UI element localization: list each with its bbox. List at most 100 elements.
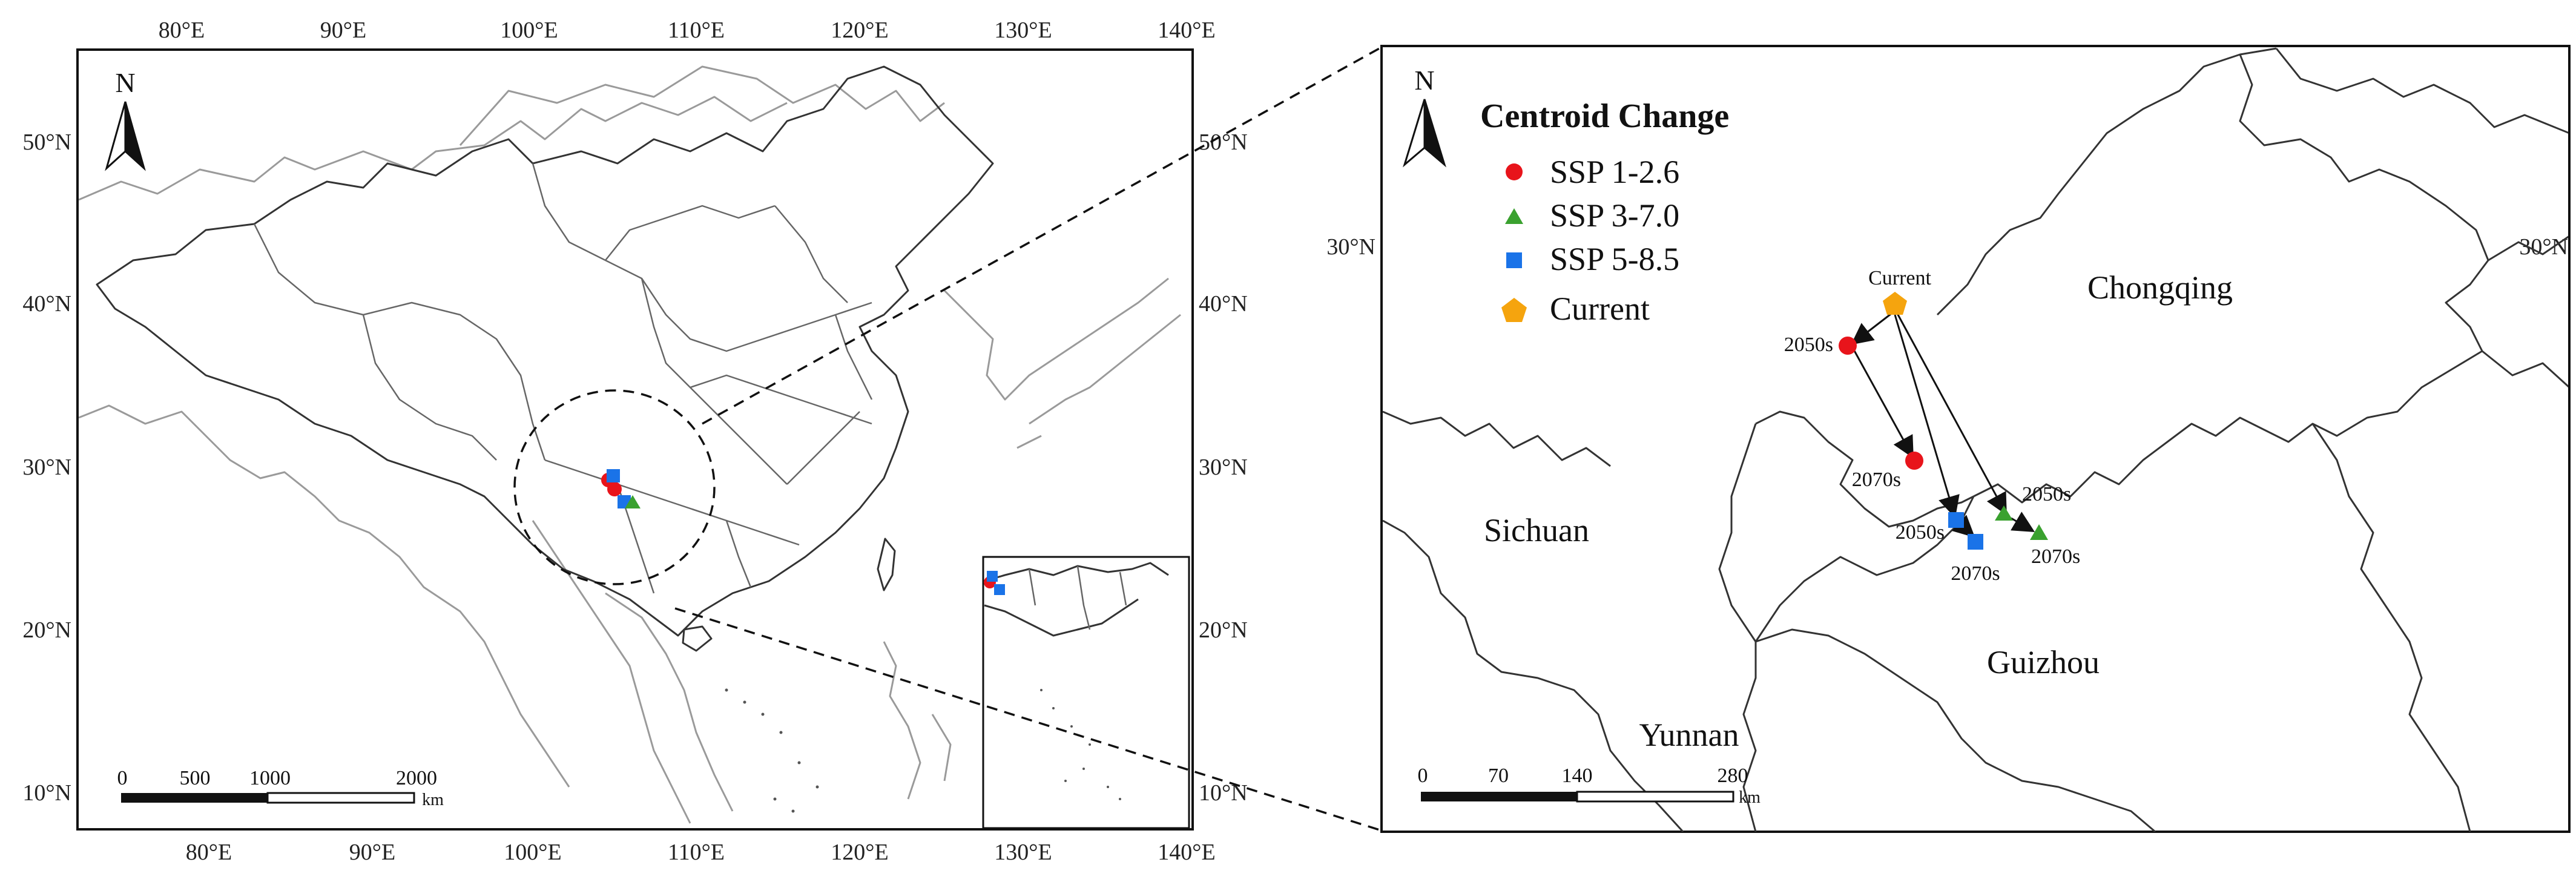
- guizhou-boundary: [1742, 496, 2156, 832]
- lat-tick-left-10: 10°N: [22, 780, 71, 806]
- guizhou-east-boundary: [2311, 423, 2471, 832]
- region-label-guizhou: Guizhou: [1987, 644, 2100, 680]
- detail-scale-280: 280: [1718, 765, 1748, 787]
- detail-region-labels: Chongqing Sichuan Guizhou Yunnan: [1484, 269, 2233, 753]
- overview-map-frame: [76, 48, 1194, 831]
- overview-scale-0: 0: [117, 767, 128, 789]
- province-lines-3: [641, 278, 872, 485]
- inset-province-lines: [1028, 565, 1127, 630]
- marker-ssp585-2070: [1968, 534, 1983, 550]
- right-edge-boundary: [2482, 235, 2568, 388]
- taiwan-outline: [877, 538, 896, 591]
- arrow-current-to-ssp126-2050: [1851, 309, 1897, 345]
- marker-ssp370-2070: [2030, 524, 2048, 540]
- legend-label-current: Current: [1550, 291, 1650, 327]
- label-ssp370-2050: 2050s: [2022, 483, 2071, 505]
- sichuan-boundary: [1383, 423, 1757, 832]
- overview-north-label: N: [115, 67, 135, 98]
- detail-scale-70: 70: [1488, 765, 1509, 787]
- lon-tick-bottom-120: 120°E: [831, 840, 888, 865]
- detail-map-frame: [1380, 45, 2571, 833]
- neighbour-boundary-northwest: [79, 96, 788, 201]
- legend-label-ssp585: SSP 5-8.5: [1550, 241, 1679, 277]
- korea-japan-outline: [943, 277, 1169, 401]
- overview-geography: [79, 65, 1181, 824]
- centroid-arrows: [1851, 309, 2035, 538]
- overview-centroid-markers: [601, 469, 641, 508]
- marker-current: [1883, 292, 1907, 315]
- lon-tick-bottom-100: 100°E: [504, 840, 561, 865]
- lon-tick-bottom-140: 140°E: [1158, 840, 1215, 865]
- study-area-circle: [513, 389, 716, 585]
- overview-left-lat-ticks: 50°N 40°N 30°N 20°N 10°N: [22, 130, 71, 806]
- detail-centroid-markers: [1839, 292, 2048, 550]
- neighbour-boundary-indochina: [605, 592, 734, 812]
- detail-scale-bar: 0 70 140 280 km: [1418, 765, 1761, 807]
- lon-tick-top-120: 120°E: [831, 18, 888, 43]
- label-current-point: Current: [1868, 267, 1931, 289]
- detail-north-arrow: N: [1403, 65, 1446, 168]
- detail-map: 30°N 30°N: [1326, 45, 2571, 833]
- overview-north-arrow: N: [105, 67, 146, 171]
- lon-tick-top-140: 140°E: [1158, 18, 1215, 43]
- lon-tick-top-100: 100°E: [500, 18, 558, 43]
- south-china-sea-islands: [725, 688, 819, 813]
- overview-scale-unit: km: [422, 791, 444, 809]
- legend-circle-icon: [1506, 163, 1523, 180]
- overview-top-lon-ticks: 80°E 90°E 100°E 110°E 120°E 130°E 140°E: [159, 18, 1216, 43]
- overview-scale-500: 500: [180, 767, 211, 789]
- province-lines-2: [532, 163, 872, 352]
- legend-title: Centroid Change: [1480, 97, 1729, 135]
- lon-tick-bottom-130: 130°E: [994, 840, 1052, 865]
- connector-bottom: [674, 607, 1382, 832]
- lat-tick-right-30: 30°N: [1199, 455, 1248, 480]
- legend-triangle-icon: [1505, 208, 1523, 224]
- hainan-outline: [682, 625, 713, 652]
- legend-item-ssp585: SSP 5-8.5: [1506, 241, 1679, 277]
- detail-lat-tick-left: 30°N: [1326, 234, 1375, 260]
- lon-tick-top-130: 130°E: [994, 18, 1052, 43]
- lat-tick-left-50: 50°N: [22, 130, 71, 155]
- legend-item-ssp370: SSP 3-7.0: [1505, 197, 1679, 234]
- detail-point-labels: Current 2050s 2070s 2050s 2070s 2050s 20…: [1784, 267, 2080, 585]
- lon-tick-top-90: 90°E: [320, 18, 366, 43]
- arrow-ssp126-2050-to-2070: [1851, 347, 1914, 459]
- china-outline: [96, 65, 994, 637]
- overview-marker-ssp585: [607, 469, 620, 482]
- legend-pentagon-icon: [1501, 298, 1527, 322]
- lon-tick-top-110: 110°E: [668, 18, 725, 43]
- overview-marker-ssp370: [625, 495, 641, 508]
- legend-label-ssp126: SSP 1-2.6: [1550, 154, 1679, 190]
- detail-north-label: N: [1414, 65, 1434, 96]
- sichuan-west-boundary: [1383, 410, 1611, 467]
- lon-tick-bottom-90: 90°E: [349, 840, 395, 865]
- overview-scale-2000: 2000: [396, 767, 437, 789]
- province-lines-4: [544, 459, 800, 594]
- legend-square-icon: [1506, 252, 1522, 268]
- lat-tick-left-40: 40°N: [22, 291, 71, 317]
- detail-scale-140: 140: [1562, 765, 1593, 787]
- overview-map: 80°E 90°E 100°E 110°E 120°E 130°E 140°E …: [22, 18, 1247, 865]
- marker-ssp126-2050: [1839, 337, 1857, 355]
- region-label-sichuan: Sichuan: [1484, 512, 1589, 548]
- province-lines-5: [774, 205, 873, 485]
- marker-ssp126-2070: [1905, 452, 1923, 470]
- detail-scale-unit: km: [1739, 788, 1761, 807]
- neighbour-boundary-southeast-asia: [532, 520, 691, 824]
- lon-tick-bottom-80: 80°E: [186, 840, 232, 865]
- overview-right-lat-ticks: 50°N 40°N 30°N 20°N 10°N: [1199, 130, 1248, 806]
- legend-item-current: Current: [1501, 291, 1650, 327]
- lon-tick-bottom-110: 110°E: [668, 840, 725, 865]
- legend-label-ssp370: SSP 3-7.0: [1550, 197, 1679, 234]
- south-china-sea-inset: [982, 556, 1190, 829]
- arrow-current-to-ssp585-2050: [1894, 314, 1960, 518]
- connector-top: [702, 46, 1382, 425]
- legend: Centroid Change SSP 1-2.6 SSP 3-7.0 SSP …: [1480, 97, 1729, 327]
- overview-scale-bar: 0 500 1000 2000 km: [117, 767, 444, 809]
- region-label-chongqing: Chongqing: [2087, 269, 2233, 306]
- label-ssp126-2070: 2070s: [1852, 469, 1901, 491]
- arrow-ssp370-2050-to-2070: [2011, 512, 2035, 533]
- label-ssp126-2050: 2050s: [1784, 334, 1833, 356]
- marker-ssp370-2050: [1995, 505, 2013, 521]
